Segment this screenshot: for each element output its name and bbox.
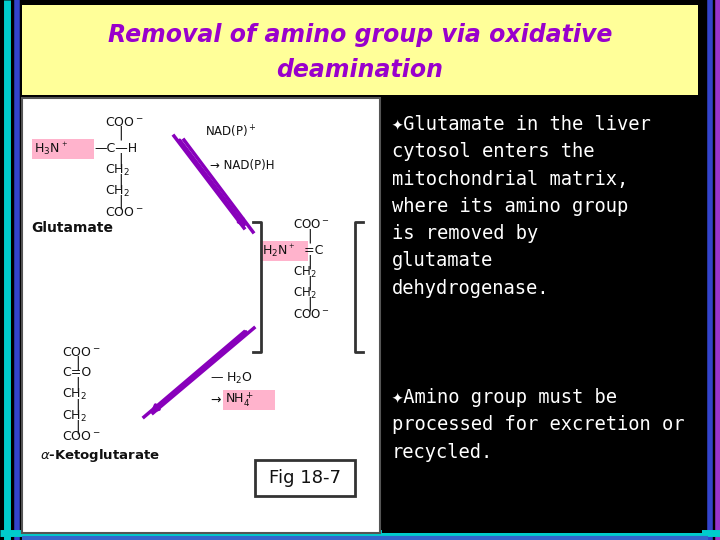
Text: deamination: deamination <box>276 58 444 82</box>
Bar <box>255 460 355 496</box>
Text: |: | <box>307 297 312 311</box>
Text: ✦Amino group must be
processed for excretion or
recycled.: ✦Amino group must be processed for excre… <box>392 388 685 462</box>
Text: |: | <box>75 420 80 434</box>
Text: COO$^-$: COO$^-$ <box>105 116 143 129</box>
Text: Glutamate: Glutamate <box>31 221 113 235</box>
Text: CH$_2$: CH$_2$ <box>293 286 317 301</box>
Text: |: | <box>307 229 312 243</box>
Text: —C—H: —C—H <box>94 143 137 156</box>
Text: COO$^-$: COO$^-$ <box>293 307 330 321</box>
Text: |: | <box>118 195 122 209</box>
Text: =C: =C <box>300 245 323 258</box>
Bar <box>22 5 698 95</box>
Text: |: | <box>75 399 80 413</box>
Text: |: | <box>75 377 80 392</box>
Text: |: | <box>307 276 312 291</box>
Text: ✦Glutamate in the liver
cytosol enters the
mitochondrial matrix,
where its amino: ✦Glutamate in the liver cytosol enters t… <box>392 115 651 298</box>
Text: CH$_2$: CH$_2$ <box>105 184 130 199</box>
Text: →: → <box>210 394 220 407</box>
Text: Removal of amino group via oxidative: Removal of amino group via oxidative <box>108 23 612 47</box>
Text: $^+$: $^+$ <box>287 243 295 253</box>
Text: |: | <box>118 174 122 188</box>
Text: Fig 18-7: Fig 18-7 <box>269 469 341 487</box>
Text: COO$^-$: COO$^-$ <box>293 219 330 232</box>
Text: C=O: C=O <box>62 367 91 380</box>
Text: |: | <box>75 356 80 370</box>
Text: H$_3$N: H$_3$N <box>34 141 60 157</box>
Bar <box>260 241 308 261</box>
Bar <box>223 390 275 410</box>
Bar <box>382 98 702 533</box>
Text: |: | <box>118 126 122 140</box>
Text: $^+$: $^+$ <box>60 141 68 151</box>
Text: $\alpha$-Ketoglutarate: $\alpha$-Ketoglutarate <box>40 447 160 463</box>
Text: COO$^-$: COO$^-$ <box>105 206 143 219</box>
Text: COO$^-$: COO$^-$ <box>62 430 101 443</box>
Text: COO$^-$: COO$^-$ <box>62 346 101 359</box>
Text: CH$_2$: CH$_2$ <box>62 387 87 402</box>
Text: → NAD(P)H: → NAD(P)H <box>210 159 274 172</box>
Text: CH$_2$: CH$_2$ <box>62 408 87 423</box>
Text: — H$_2$O: — H$_2$O <box>210 370 253 386</box>
Text: NAD(P)$^+$: NAD(P)$^+$ <box>205 124 257 140</box>
Text: |: | <box>307 255 312 269</box>
Text: CH$_2$: CH$_2$ <box>293 265 317 280</box>
Bar <box>22 98 380 533</box>
Text: NH$_4^+$: NH$_4^+$ <box>225 390 253 409</box>
Text: CH$_2$: CH$_2$ <box>105 163 130 178</box>
Bar <box>32 139 94 159</box>
Text: |: | <box>118 153 122 167</box>
Text: H$_2$N: H$_2$N <box>262 244 287 259</box>
